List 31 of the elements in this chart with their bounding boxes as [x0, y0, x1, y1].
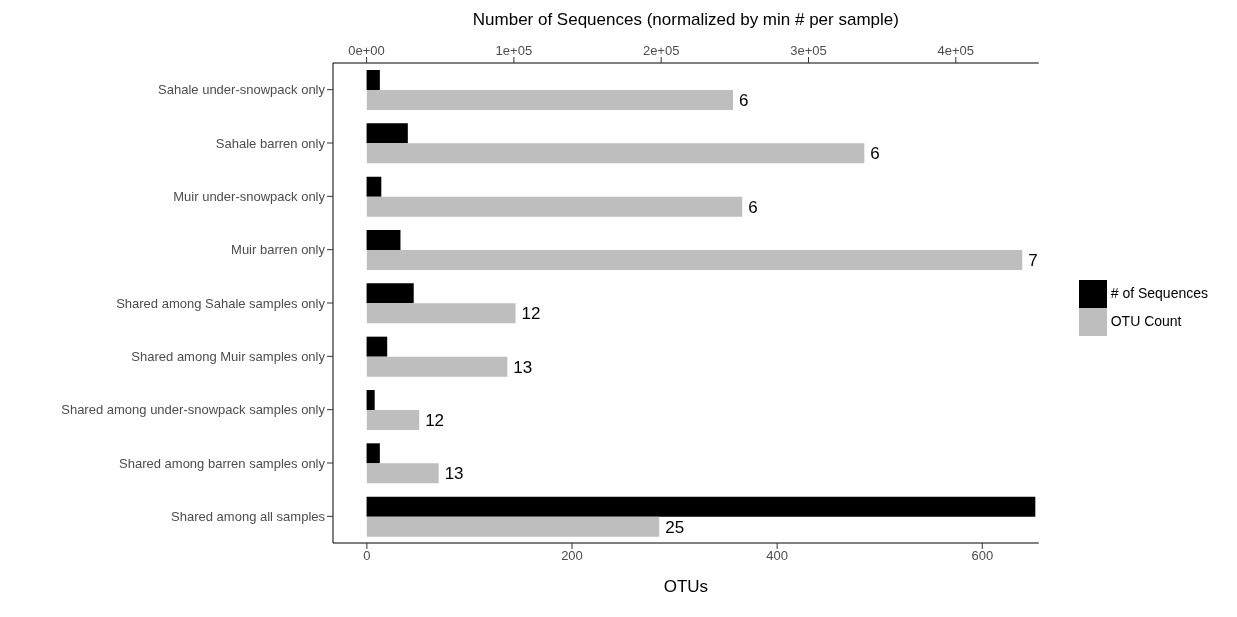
x2-tick-label: 3e+05 — [790, 43, 827, 58]
x-tick-label: 600 — [971, 548, 994, 564]
legend-label: OTU Count — [1110, 312, 1182, 329]
x2-tick-label: 4e+05 — [937, 43, 975, 58]
y-tick-label: Shared among Sahale samples only — [116, 295, 326, 311]
y-tick-label: Shared among barren samples only — [119, 455, 326, 471]
annotation: 12 — [521, 304, 541, 324]
y-tick-label: Shared among under-snowpack samples only — [61, 402, 326, 418]
annotation: 13 — [513, 357, 533, 377]
legend-label: # of Sequences — [1110, 284, 1208, 301]
annotation: 25 — [665, 517, 685, 537]
x-tick-label: 0 — [363, 548, 371, 564]
y-tick-label: Shared among all samples — [171, 508, 326, 524]
y-tick-label: Sahale under-snowpack only — [158, 82, 326, 98]
annotation: 6 — [739, 91, 749, 111]
annotation: 6 — [748, 197, 758, 217]
x-tick-label: 400 — [766, 548, 788, 564]
annotation: 13 — [444, 464, 464, 484]
y-tick-label: Muir under-snowpack only — [173, 188, 326, 204]
y-tick-label: Shared among Muir samples only — [131, 348, 326, 364]
annotation: 6 — [870, 144, 880, 164]
x-axis-title: OTUs — [663, 577, 709, 596]
y-tick-label: Muir barren only — [231, 242, 326, 258]
annotation: 7 — [1028, 251, 1038, 271]
x-tick-label: 200 — [561, 548, 583, 564]
annotation: 12 — [425, 411, 445, 431]
x2-tick-label: 0e+00 — [348, 43, 385, 58]
x2-tick-label: 2e+05 — [642, 43, 680, 58]
x2-axis-title: Number of Sequences (normalized by min # per sample) — [472, 10, 899, 30]
y-tick-label: Sahale barren only — [215, 135, 326, 151]
x2-tick-label: 1e+05 — [495, 43, 533, 58]
